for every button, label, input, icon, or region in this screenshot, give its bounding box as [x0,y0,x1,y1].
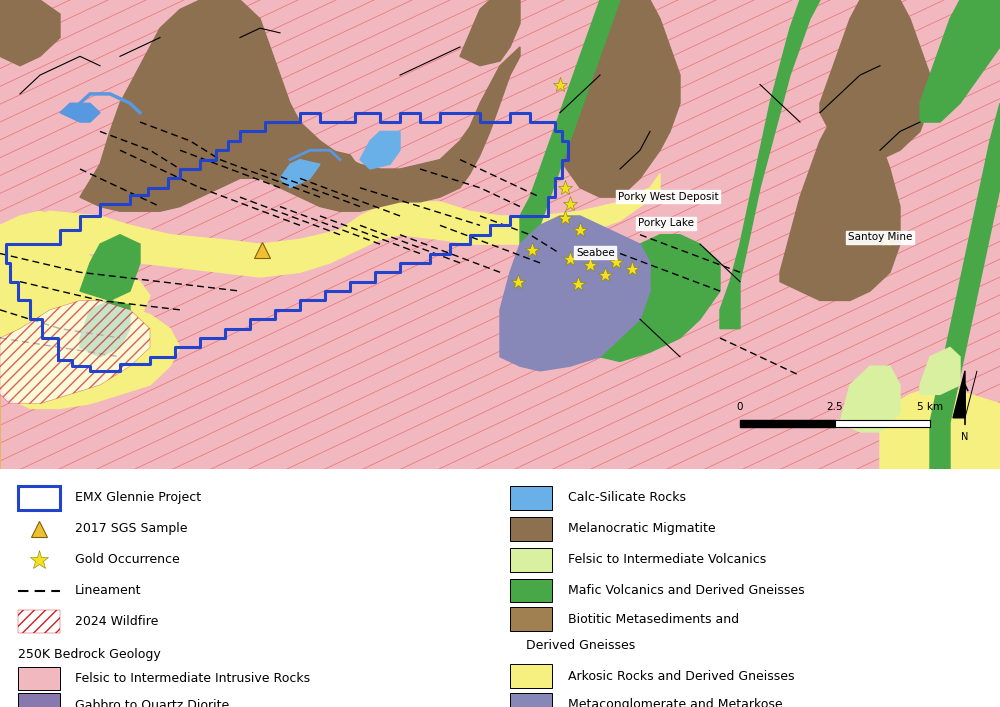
Polygon shape [0,305,180,469]
Bar [18,609,60,633]
Polygon shape [930,103,1000,469]
Polygon shape [840,366,900,432]
Polygon shape [280,160,320,188]
Polygon shape [500,216,650,371]
Text: Biotitic Metasediments and: Biotitic Metasediments and [568,612,739,626]
Bar [18,667,60,690]
Polygon shape [300,150,360,192]
Polygon shape [920,0,1000,122]
Bar [510,486,552,510]
Text: 2017 SGS Sample: 2017 SGS Sample [75,522,188,535]
Bar [740,420,835,427]
Text: Seabee: Seabee [576,248,615,258]
Bar [510,693,552,707]
Bar [510,665,552,688]
Text: Lineament: Lineament [75,584,142,597]
Polygon shape [0,0,60,66]
Text: Gabbro to Quartz Diorite: Gabbro to Quartz Diorite [75,698,229,707]
Polygon shape [360,132,400,169]
Bar [835,420,930,427]
Polygon shape [0,211,150,366]
Text: EMX Glennie Project: EMX Glennie Project [75,491,201,505]
Text: Porky West Deposit: Porky West Deposit [618,192,719,201]
Polygon shape [880,385,1000,469]
Polygon shape [580,235,720,361]
Text: Porky Lake: Porky Lake [638,218,694,228]
Polygon shape [0,300,150,469]
Polygon shape [0,174,660,277]
Bar [510,548,552,571]
Text: Melanocratic Migmatite: Melanocratic Migmatite [568,522,716,535]
Text: 5 km: 5 km [917,402,943,411]
Bar [510,579,552,602]
Text: Derived Gneisses: Derived Gneisses [510,638,635,652]
Text: 2.5: 2.5 [827,402,843,411]
Text: Arkosic Rocks and Derived Gneisses: Arkosic Rocks and Derived Gneisses [568,670,794,683]
Text: Calc-Silicate Rocks: Calc-Silicate Rocks [568,491,686,505]
Polygon shape [965,371,977,418]
Polygon shape [80,235,140,300]
Polygon shape [820,0,930,160]
Text: 0: 0 [737,402,743,411]
Bar [18,693,60,707]
Bar [510,517,552,541]
Text: Metaconglomerate and Metarkose: Metaconglomerate and Metarkose [568,698,783,707]
Polygon shape [80,0,520,211]
Text: Felsic to Intermediate Intrusive Rocks: Felsic to Intermediate Intrusive Rocks [75,672,310,685]
Polygon shape [720,0,820,329]
Text: N: N [961,432,969,442]
Polygon shape [920,347,960,395]
Polygon shape [953,371,965,418]
Text: Mafic Volcanics and Derived Gneisses: Mafic Volcanics and Derived Gneisses [568,584,805,597]
Polygon shape [520,0,620,244]
Text: 2024 Wildfire: 2024 Wildfire [75,615,158,628]
Polygon shape [60,103,100,122]
Text: Gold Occurrence: Gold Occurrence [75,553,180,566]
Polygon shape [560,0,680,197]
Polygon shape [780,112,900,300]
Bar [18,486,60,510]
Text: Felsic to Intermediate Volcanics: Felsic to Intermediate Volcanics [568,553,766,566]
Text: 250K Bedrock Geology: 250K Bedrock Geology [18,648,161,661]
Polygon shape [460,0,520,66]
Bar [510,607,552,631]
Polygon shape [80,300,130,357]
Text: Santoy Mine: Santoy Mine [848,233,912,243]
